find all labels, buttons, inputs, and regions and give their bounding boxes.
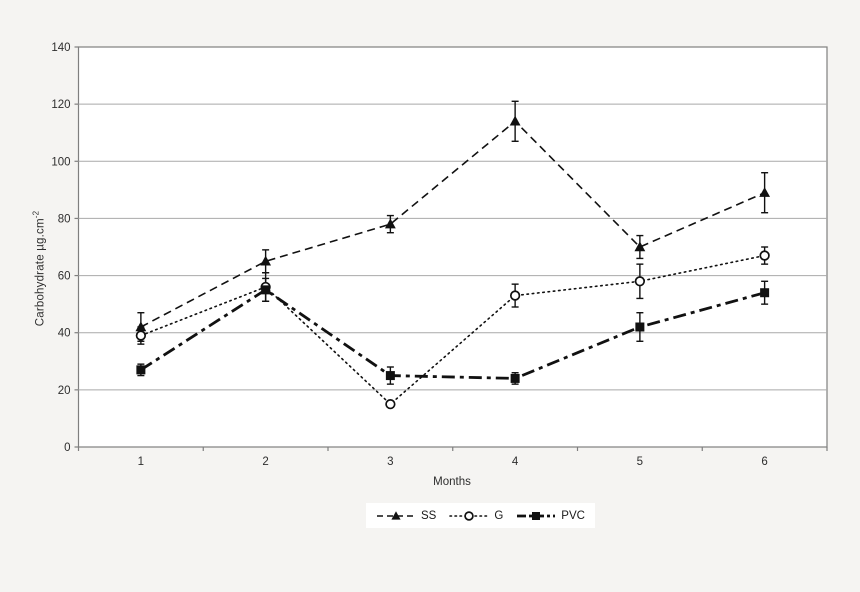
marker-ss	[135, 321, 147, 332]
legend-label-ss: SS	[421, 509, 437, 522]
marker-g	[759, 250, 770, 261]
legend-key-pvc	[517, 511, 556, 520]
marker-pvc	[635, 322, 645, 332]
series-ss-line	[140, 120, 765, 328]
legend-key-g	[449, 510, 490, 521]
marker-ss	[759, 187, 771, 197]
x-tick-label: 4	[512, 456, 519, 468]
x-tick-label: 3	[387, 456, 393, 468]
marker-g	[634, 276, 646, 287]
square-icon	[532, 511, 541, 520]
triangle-icon	[391, 510, 401, 520]
y-tick-label: 120	[51, 99, 70, 111]
marker-pvc	[261, 285, 271, 295]
y-tick-label: 60	[58, 271, 71, 283]
marker-ss	[634, 241, 646, 252]
legend-label-g: G	[494, 509, 504, 522]
y-tick-label: 140	[51, 42, 70, 54]
marker-ss	[509, 115, 521, 126]
marker-pvc	[136, 365, 146, 375]
marker-ss	[384, 218, 396, 229]
plot-area	[77, 46, 828, 448]
legend: SS G PVC	[366, 503, 595, 528]
legend-item-pvc: PVC	[516, 509, 585, 523]
y-tick-label: 80	[58, 213, 71, 225]
legend-item-g: G	[449, 509, 503, 523]
marker-g	[509, 290, 521, 301]
y-tick-label: 40	[58, 328, 71, 340]
y-axis-title: Carbohydrate µg.cm-2	[32, 169, 47, 369]
legend-label-pvc: PVC	[561, 509, 585, 522]
x-tick-label: 2	[262, 456, 268, 468]
marker-ss	[260, 255, 272, 266]
marker-pvc	[385, 371, 395, 381]
y-axis-title-superscript: -2	[31, 210, 41, 219]
x-tick-label: 6	[761, 456, 767, 468]
series-pvc-line	[140, 288, 765, 380]
legend-item-ss: SS	[376, 509, 436, 523]
x-tick-label: 5	[637, 456, 643, 468]
y-axis-title-text: Carbohydrate µg.cm	[34, 218, 47, 327]
y-tick-label: 0	[64, 442, 70, 454]
series-g-line	[140, 254, 766, 406]
legend-key-ss	[377, 510, 415, 520]
x-axis-title: Months	[433, 476, 471, 488]
marker-g	[385, 398, 396, 410]
marker-g	[135, 330, 147, 341]
circle-icon	[464, 510, 475, 521]
y-tick-label: 100	[51, 156, 70, 168]
y-tick-label: 20	[58, 385, 71, 397]
marker-pvc	[760, 288, 770, 298]
x-tick-label: 1	[138, 456, 144, 468]
marker-pvc	[510, 373, 520, 383]
